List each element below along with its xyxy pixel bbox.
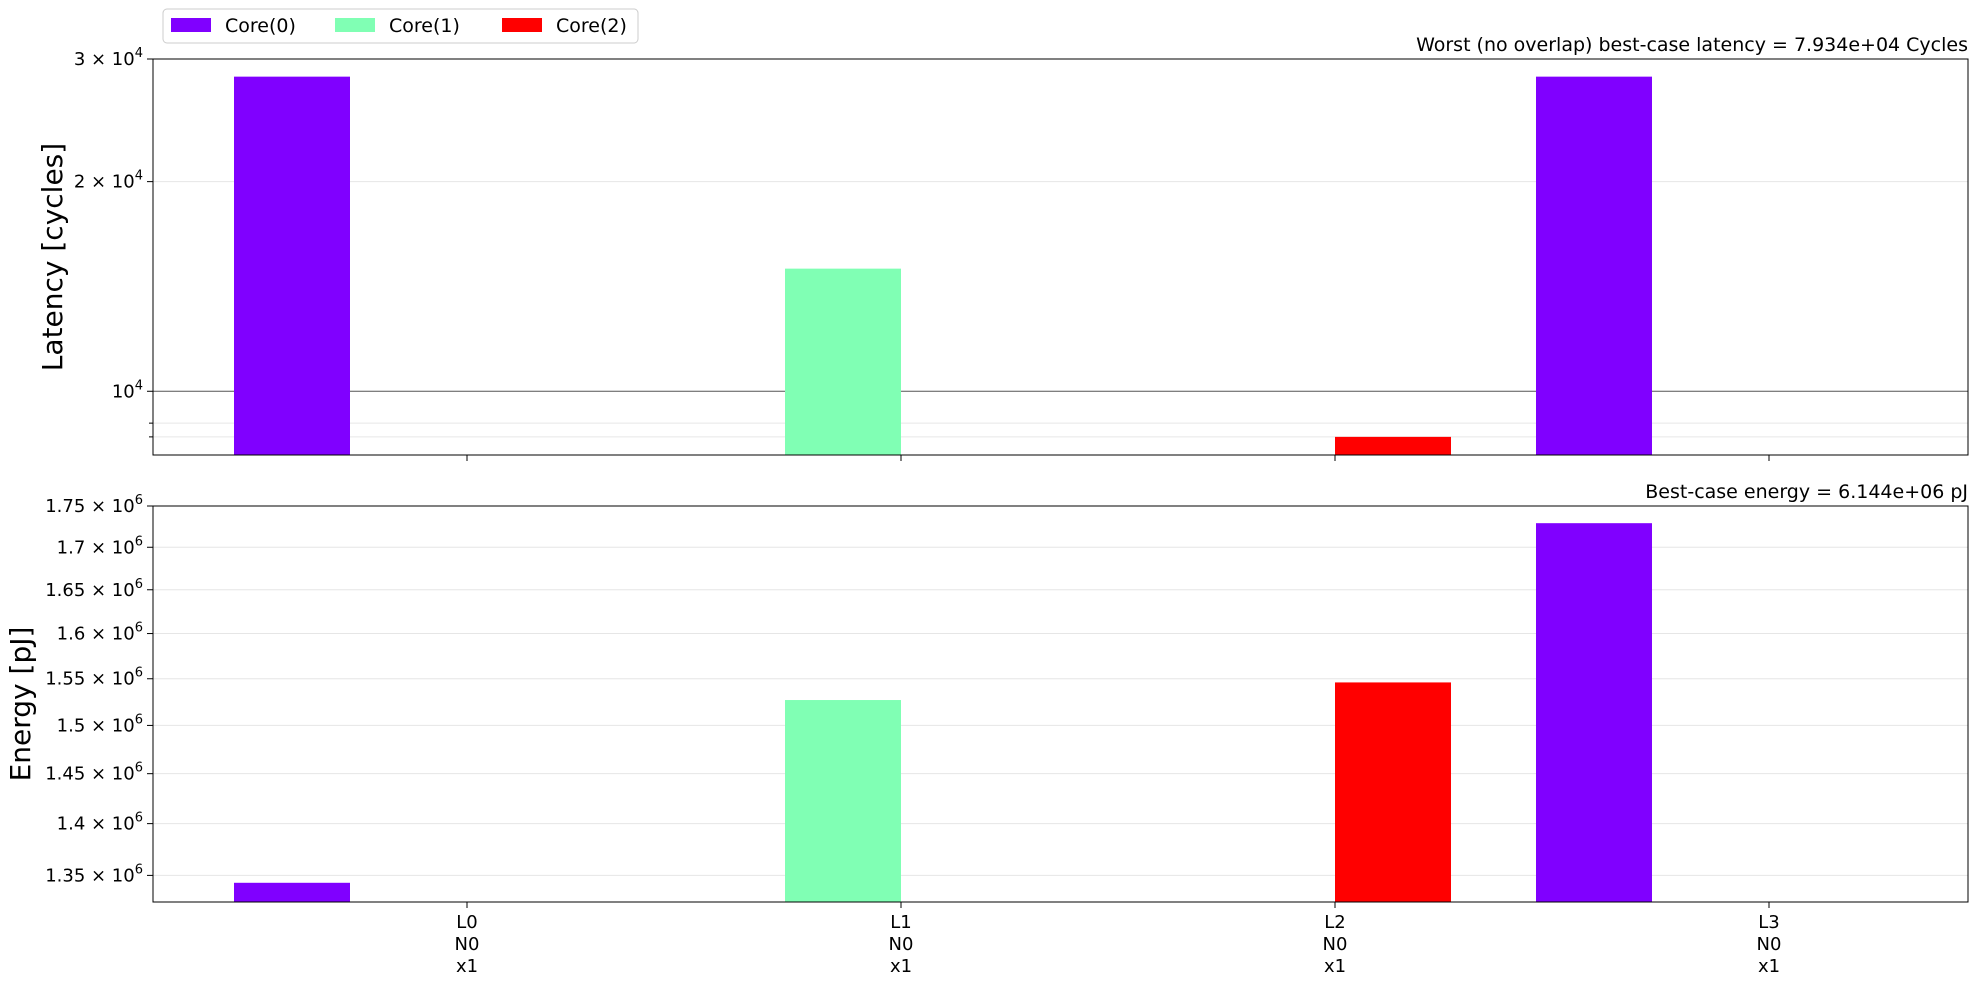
bar-core-1: [785, 268, 901, 455]
y-axis-label: Latency [cycles]: [36, 143, 69, 371]
bar-core-0: [234, 76, 350, 455]
bar-core-0: [1536, 523, 1652, 902]
y-tick-label: 3 × 104: [74, 46, 143, 70]
x-tick-label: N0: [1757, 934, 1782, 955]
y-tick-label: 1.45 × 106: [45, 761, 143, 785]
panel-energy: 1.75 × 106 1.7 × 106 1.65 × 106 1.6 × 106 1.…: [4, 481, 1969, 977]
y-axis-label: Energy [pJ]: [4, 627, 37, 782]
y-tick-label: 1.5 × 106: [57, 712, 143, 736]
x-tick-label: N0: [889, 934, 914, 955]
x-tick-label: x1: [1758, 956, 1780, 977]
y-tick-label: 1.75 × 106: [45, 493, 143, 517]
panel-latency: 3 × 104 2 × 104 104 Latency [cycles] Worst (…: [36, 34, 1969, 461]
y-tick-label: 1.6 × 106: [57, 621, 143, 645]
legend-label: Core(0): [225, 15, 296, 37]
legend-swatch: [171, 18, 211, 32]
y-tick-label: 104: [112, 378, 143, 402]
bar-core-0: [234, 882, 350, 902]
bar-core-2: [1335, 682, 1451, 902]
x-tick-label: N0: [1323, 934, 1348, 955]
x-tick-label: x1: [456, 956, 478, 977]
bar-core-2: [1335, 436, 1451, 455]
x-tick-label: x1: [1324, 956, 1346, 977]
x-tick-label: x1: [890, 956, 912, 977]
x-tick-label: L3: [1758, 912, 1779, 933]
legend-label: Core(1): [389, 15, 460, 37]
bar-core-0: [1536, 76, 1652, 455]
y-tick-label: 1.55 × 106: [45, 666, 143, 690]
legend: Core(0) Core(1) Core(2): [162, 8, 639, 44]
legend-frame: [162, 8, 639, 44]
x-tick-label: L1: [890, 912, 911, 933]
panel-annotation: Worst (no overlap) best-case latency = 7…: [1416, 34, 1968, 56]
y-tick-label: 1.7 × 106: [57, 534, 143, 558]
legend-label: Core(2): [556, 15, 627, 37]
bar-core-1: [785, 700, 901, 902]
axes-frame: [152, 58, 1969, 456]
x-tick-label: L2: [1324, 912, 1345, 933]
y-tick-label: 1.35 × 106: [45, 862, 143, 886]
x-tick-label: N0: [455, 934, 480, 955]
y-tick-label: 2 × 104: [74, 169, 143, 193]
y-tick-label: 1.65 × 106: [45, 577, 143, 601]
panel-annotation: Best-case energy = 6.144e+06 pJ: [1645, 481, 1968, 503]
legend-swatch: [502, 18, 542, 32]
legend-swatch: [335, 18, 375, 32]
x-tick-label: L0: [456, 912, 477, 933]
y-tick-label: 1.4 × 106: [57, 811, 143, 835]
axes-frame: [152, 505, 1969, 903]
